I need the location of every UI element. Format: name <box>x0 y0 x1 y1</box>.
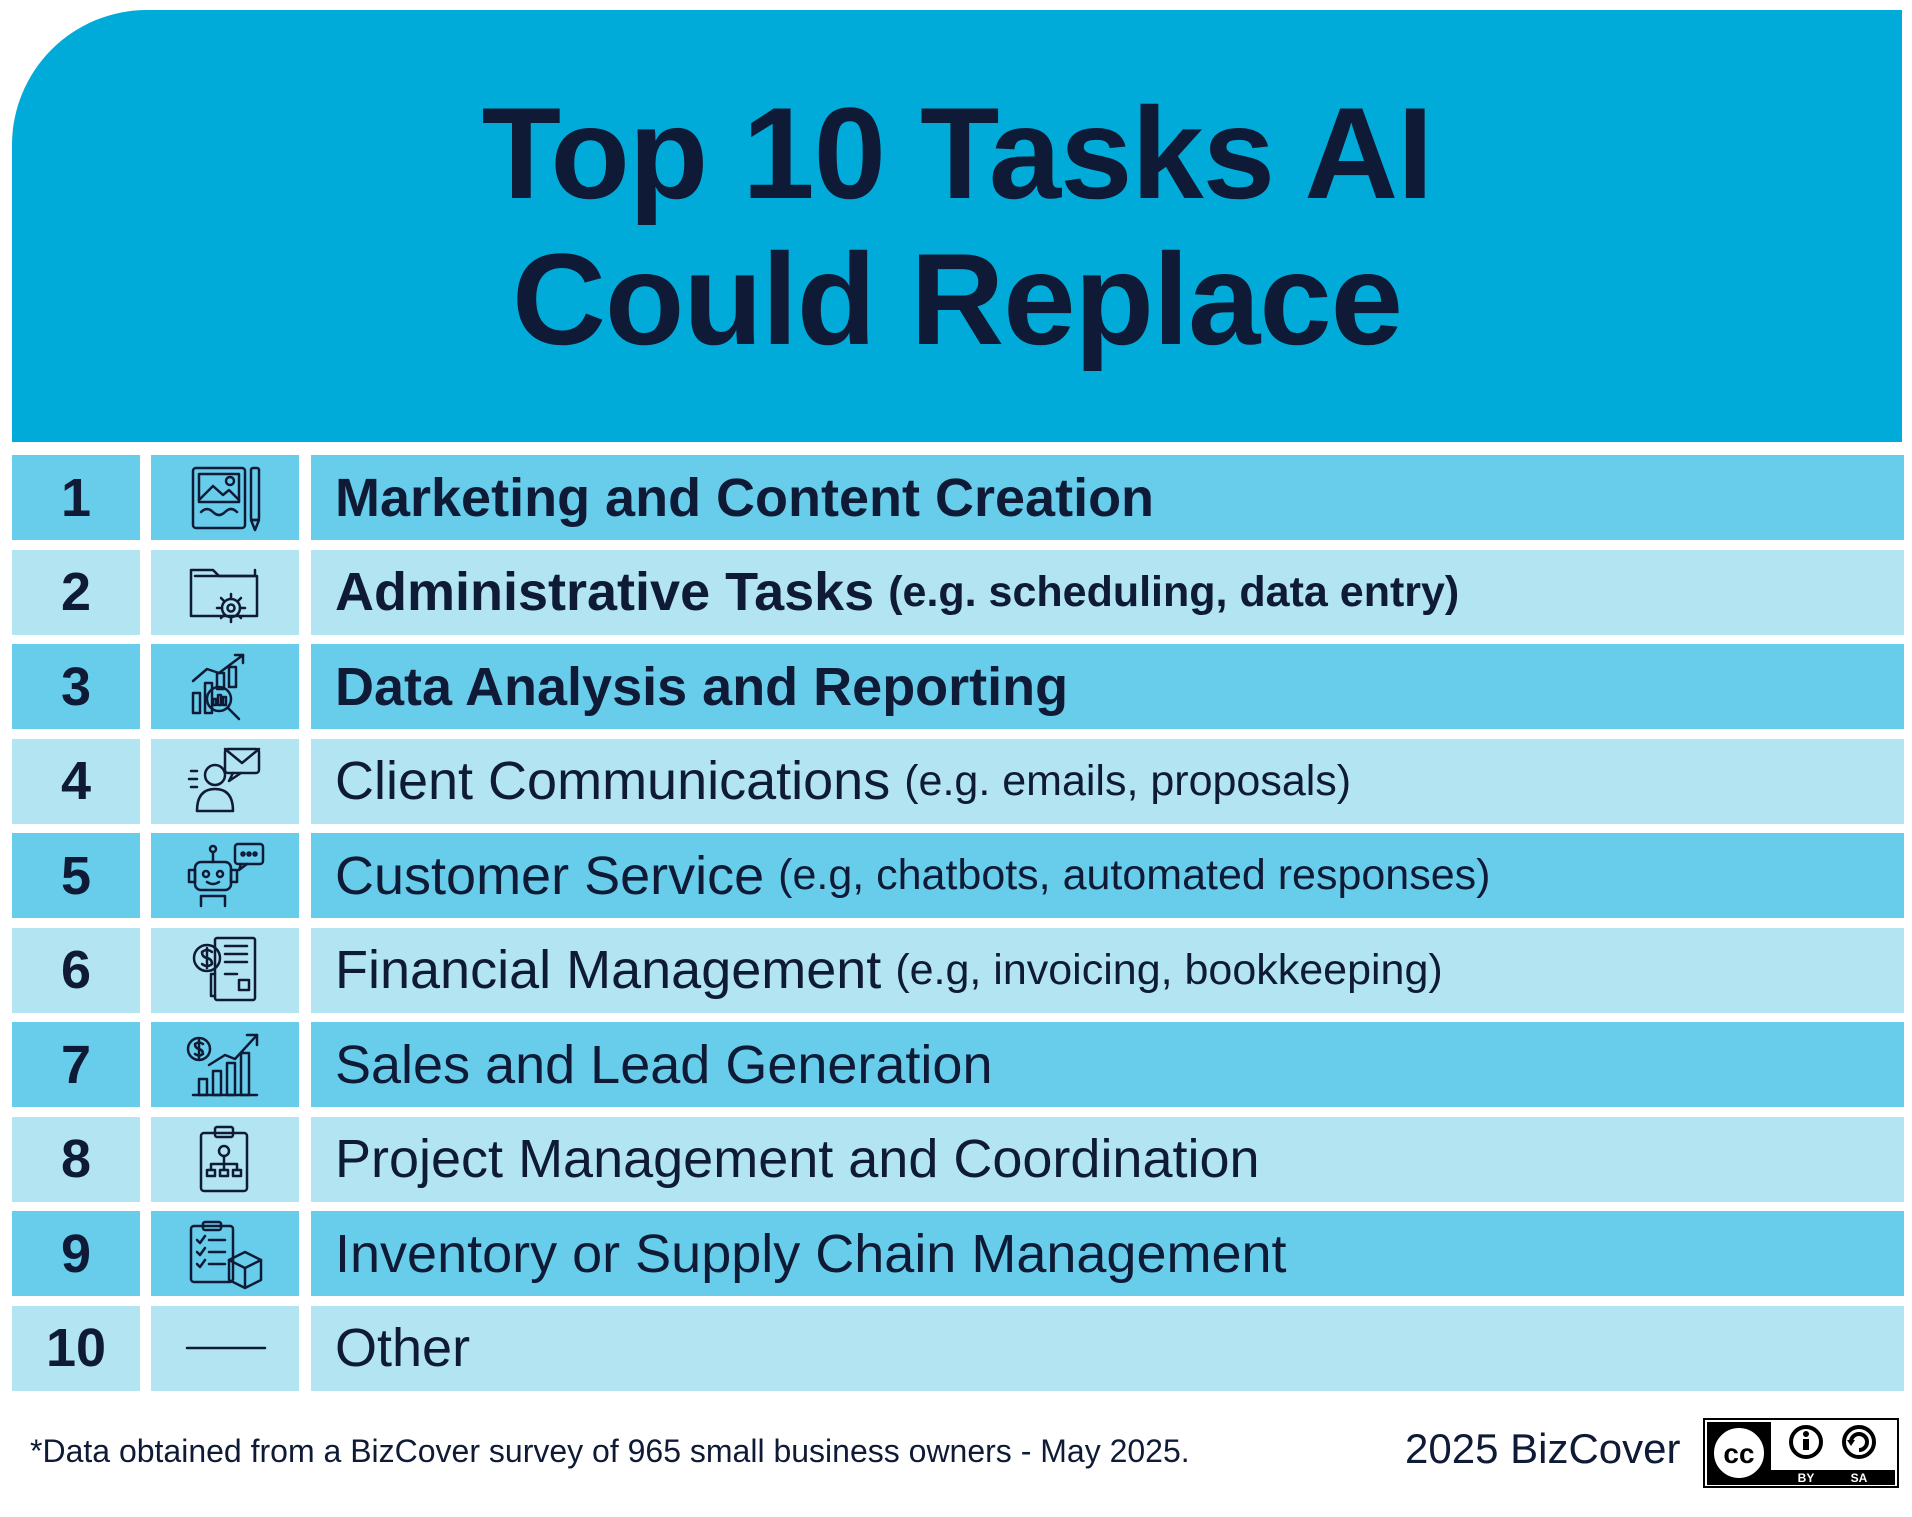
task-text: Inventory or Supply Chain Management <box>311 1211 1904 1296</box>
task-rank: 7 <box>12 1022 140 1107</box>
clipboard-org-icon <box>199 1125 249 1193</box>
task-row: 4 Client Communications (e.g. emails, prop… <box>12 738 1904 824</box>
task-rank: 10 <box>12 1305 140 1391</box>
task-row: 10 Other <box>12 1305 1904 1391</box>
checklist-box-icon <box>189 1220 263 1289</box>
task-icon-cell <box>151 1211 299 1296</box>
image-edit-icon <box>191 466 261 531</box>
task-note: (e.g, chatbots, automated responses) <box>778 851 1491 899</box>
task-icon-cell <box>151 455 299 540</box>
source-note: *Data obtained from a BizCover survey of… <box>30 1433 1190 1469</box>
task-text: Project Management and Coordination <box>311 1116 1904 1202</box>
invoice-dollar-icon <box>192 936 257 1002</box>
chart-magnifier-icon <box>191 653 245 720</box>
task-text: Marketing and Content Creation <box>311 455 1904 540</box>
task-icon-cell <box>151 833 299 918</box>
robot-chat-icon <box>187 842 265 907</box>
task-label: Inventory or Supply Chain Management <box>335 1223 1287 1284</box>
task-rank: 8 <box>12 1116 140 1202</box>
task-text: Administrative Tasks (e.g. scheduling, da… <box>311 549 1904 635</box>
task-text: Financial Management (e.g, invoicing, boo… <box>311 927 1904 1013</box>
task-label: Financial Management <box>335 940 882 1000</box>
task-row: 2 Administrative Tasks (e.g. scheduling, d… <box>12 549 1904 635</box>
title-banner: Top 10 Tasks AI Could Replace <box>12 10 1902 442</box>
task-icon-cell <box>151 738 299 824</box>
task-icon-cell <box>151 1022 299 1107</box>
task-rank: 9 <box>12 1211 140 1296</box>
person-message-icon <box>187 747 261 813</box>
title-line-1: Top 10 Tasks AI <box>481 80 1434 226</box>
task-row: 3 Data Analysis and Reporting <box>12 644 1904 729</box>
task-rank: 1 <box>12 455 140 540</box>
task-rank: 4 <box>12 738 140 824</box>
share-alike-icon <box>1842 1425 1876 1459</box>
task-row: 6 Financial Management (e.g, invoicing, bo… <box>12 927 1904 1013</box>
task-row: 1 Marketing and Content Creation <box>12 455 1904 540</box>
task-note: (e.g. emails, proposals) <box>904 756 1352 805</box>
copyright-brand: 2025 BizCover <box>1405 1425 1681 1472</box>
task-icon-cell <box>151 549 299 635</box>
task-label: Data Analysis and Reporting <box>335 656 1069 717</box>
page-title: Top 10 Tasks AI Could Replace <box>12 80 1902 372</box>
task-icon-cell <box>151 927 299 1013</box>
task-text: Data Analysis and Reporting <box>311 644 1904 729</box>
task-icon-cell <box>151 1116 299 1202</box>
task-rank: 6 <box>12 927 140 1013</box>
task-label: Other <box>335 1318 471 1378</box>
folder-gear-icon <box>189 568 259 624</box>
task-text: Sales and Lead Generation <box>311 1022 1904 1107</box>
task-icon-cell <box>151 1305 299 1391</box>
task-row: 7 Sales and Lead Generation <box>12 1022 1904 1107</box>
task-row: 5 Customer Service (e.g, chatbots, automat… <box>12 833 1904 918</box>
task-note: (e.g. scheduling, data entry) <box>888 567 1460 616</box>
sa-label: SA <box>1851 1471 1868 1485</box>
by-label: BY <box>1798 1471 1815 1485</box>
task-text: Other <box>311 1305 1904 1391</box>
task-text: Customer Service (e.g, chatbots, automate… <box>311 833 1904 918</box>
task-row: 8 Project Management and Coordination <box>12 1116 1904 1202</box>
task-label: Client Communications <box>335 751 891 811</box>
task-label: Sales and Lead Generation <box>335 1034 993 1095</box>
task-label: Customer Service <box>335 845 765 906</box>
svg-text:cc: cc <box>1723 1438 1754 1469</box>
task-label: Marketing and Content Creation <box>335 467 1155 528</box>
task-label: Project Management and Coordination <box>335 1129 1260 1189</box>
task-rank: 5 <box>12 833 140 918</box>
task-icon-cell <box>151 644 299 729</box>
task-row: 9 Inventory or Supply Chain Management <box>12 1211 1904 1296</box>
task-rank: 3 <box>12 644 140 729</box>
dash-icon <box>185 1346 267 1350</box>
cc-logo-icon <box>1710 1424 1768 1482</box>
title-line-2: Could Replace <box>512 226 1403 372</box>
task-rank: 2 <box>12 549 140 635</box>
task-label: Administrative Tasks <box>335 562 875 622</box>
cc-license-badge: cc BY SA <box>1703 1418 1899 1488</box>
task-text: Client Communications (e.g. emails, propo… <box>311 738 1904 824</box>
sales-growth-icon <box>186 1033 259 1096</box>
task-note: (e.g, invoicing, bookkeeping) <box>895 945 1443 994</box>
